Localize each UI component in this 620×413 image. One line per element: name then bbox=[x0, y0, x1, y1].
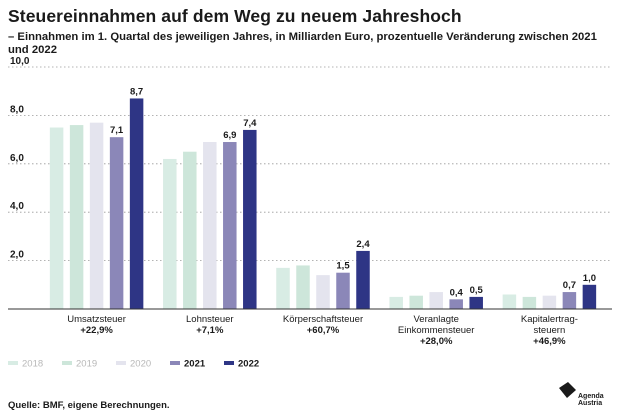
bar-2018 bbox=[49, 127, 64, 309]
bar-2020 bbox=[203, 142, 217, 309]
bar-2022 bbox=[129, 98, 144, 310]
y-tick-label: 10,0 bbox=[10, 56, 30, 67]
data-label: 6,9 bbox=[223, 130, 236, 141]
bar-2018 bbox=[163, 158, 177, 309]
chart-subtitle: – Einnahmen im 1. Quartal des jeweiligen… bbox=[8, 31, 597, 56]
bar-2022 bbox=[469, 296, 483, 309]
bar-2021 bbox=[562, 292, 577, 309]
category-label: Veranlagte bbox=[413, 314, 458, 325]
data-label: 2,4 bbox=[356, 239, 370, 250]
bar-2019 bbox=[409, 295, 423, 309]
bar-2020 bbox=[89, 122, 104, 309]
bar-2021 bbox=[109, 137, 124, 309]
legend-label-2021: 2021 bbox=[184, 359, 206, 370]
bar-2021 bbox=[336, 272, 350, 309]
bar-2021 bbox=[449, 299, 463, 309]
data-label: 1,5 bbox=[336, 261, 350, 272]
chart-title: Steuereinnahmen auf dem Weg zu neuem Jah… bbox=[8, 6, 462, 26]
legend-label-2019: 2019 bbox=[76, 359, 97, 370]
legend-label-2018: 2018 bbox=[22, 359, 43, 370]
agenda-austria-logo-icon bbox=[559, 382, 576, 398]
logo-text: Agenda Austria bbox=[578, 393, 604, 407]
data-label: 0,7 bbox=[563, 280, 576, 291]
bar-2019 bbox=[69, 125, 84, 309]
bar-2018 bbox=[502, 294, 517, 309]
bar-2022 bbox=[356, 250, 370, 309]
category-label: +22,9% bbox=[80, 325, 113, 336]
bar-2020 bbox=[429, 292, 443, 309]
category-label: Lohnsteuer bbox=[186, 314, 234, 325]
category-label: steuern bbox=[534, 325, 566, 336]
legend-label-2020: 2020 bbox=[130, 359, 151, 370]
bar-2019 bbox=[296, 265, 310, 309]
bar-2020 bbox=[316, 275, 330, 309]
y-tick-label: 8,0 bbox=[10, 104, 24, 115]
y-tick-label: 6,0 bbox=[10, 153, 24, 164]
y-tick-label: 2,0 bbox=[10, 250, 24, 261]
bar-2018 bbox=[389, 296, 403, 309]
source-note: Quelle: BMF, eigene Berechnungen. bbox=[8, 400, 170, 411]
bar-2019 bbox=[183, 151, 197, 309]
category-label: Kapitalertrag- bbox=[521, 314, 578, 325]
data-label: 7,1 bbox=[110, 125, 124, 136]
category-label: Körperschaftsteuer bbox=[283, 314, 363, 325]
y-tick-label: 4,0 bbox=[10, 201, 24, 212]
data-label: 0,4 bbox=[450, 287, 464, 298]
category-label: +60,7% bbox=[307, 325, 340, 336]
category-label: +28,0% bbox=[420, 336, 453, 347]
bar-2021 bbox=[223, 142, 237, 309]
legend-label-2022: 2022 bbox=[238, 359, 259, 370]
bar-2022 bbox=[243, 129, 257, 309]
bar-2022 bbox=[582, 284, 597, 309]
category-label: +46,9% bbox=[533, 336, 566, 347]
category-label: +7,1% bbox=[196, 325, 224, 336]
bar-2020 bbox=[542, 295, 557, 309]
category-label: Einkommensteuer bbox=[398, 325, 475, 336]
logo-line-2: Austria bbox=[578, 400, 603, 407]
data-label: 1,0 bbox=[583, 273, 596, 284]
data-label: 8,7 bbox=[130, 86, 143, 97]
logo-line-1: Agenda bbox=[578, 393, 604, 400]
bar-2018 bbox=[276, 267, 290, 309]
data-label: 0,5 bbox=[470, 285, 484, 296]
bar-2019 bbox=[522, 296, 537, 309]
data-label: 7,4 bbox=[243, 118, 257, 129]
category-label: Umsatzsteuer bbox=[67, 314, 126, 325]
